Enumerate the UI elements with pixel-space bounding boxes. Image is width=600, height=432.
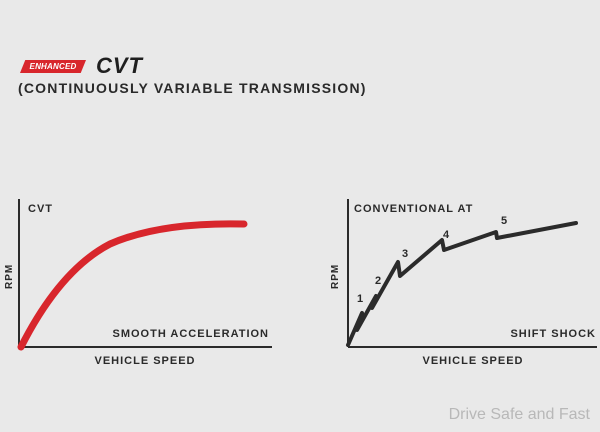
cvt-caption: SMOOTH ACCELERATION bbox=[113, 328, 270, 340]
gear-label-4: 4 bbox=[443, 229, 450, 241]
cvt-panel: CVT RPM VEHICLE SPEED SMOOTH ACCELERATIO… bbox=[4, 199, 272, 367]
page-subtitle: (CONTINUOUSLY VARIABLE TRANSMISSION) bbox=[18, 80, 367, 96]
page-title: CVT bbox=[96, 53, 143, 78]
at-y-axis-label: RPM bbox=[330, 264, 341, 289]
cvt-panel-title: CVT bbox=[28, 203, 53, 215]
at-rpm-curve bbox=[346, 221, 578, 347]
gear-label-1: 1 bbox=[357, 293, 363, 305]
gear-label-3: 3 bbox=[402, 248, 408, 260]
enhanced-badge: ENHANCED bbox=[20, 60, 86, 73]
gear-label-2: 2 bbox=[375, 275, 381, 287]
at-panel: 1 2 3 4 5 CONVENTIONAL AT RPM VEHICLE SP… bbox=[330, 199, 597, 367]
watermark-text: Drive Safe and Fast bbox=[448, 406, 590, 423]
at-x-axis-label: VEHICLE SPEED bbox=[422, 355, 523, 367]
at-panel-title: CONVENTIONAL AT bbox=[354, 203, 473, 215]
gear-label-5: 5 bbox=[501, 215, 507, 227]
cvt-y-axis-label: RPM bbox=[4, 264, 15, 289]
at-caption: SHIFT SHOCK bbox=[510, 328, 596, 340]
cvt-rpm-curve bbox=[17, 220, 248, 351]
cvt-x-axis-label: VEHICLE SPEED bbox=[94, 355, 195, 367]
